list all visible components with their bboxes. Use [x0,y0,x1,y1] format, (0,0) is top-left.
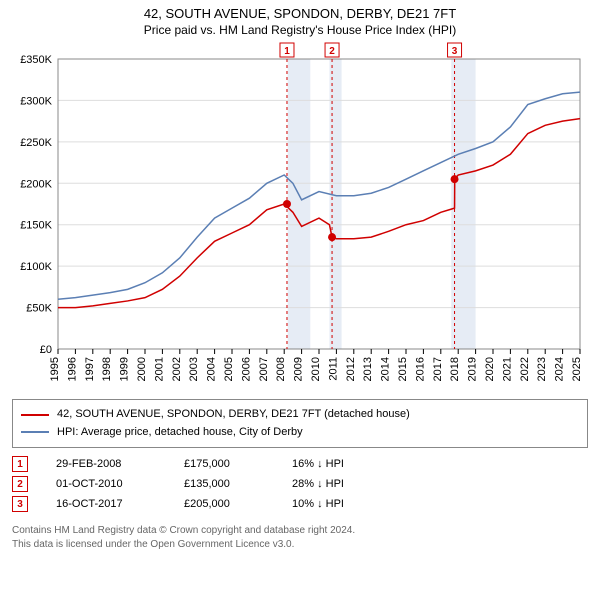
transaction-diff: 28% ↓ HPI [292,478,344,490]
svg-text:2007: 2007 [258,357,270,381]
svg-text:2010: 2010 [310,357,322,381]
svg-text:2017: 2017 [432,357,444,381]
legend-row-property: 42, SOUTH AVENUE, SPONDON, DERBY, DE21 7… [21,406,579,424]
svg-text:2019: 2019 [467,357,479,381]
svg-text:2001: 2001 [153,357,165,381]
svg-text:2004: 2004 [206,357,218,381]
footer-line1: Contains HM Land Registry data © Crown c… [12,524,588,538]
transaction-table: 1 29-FEB-2008 £175,000 16% ↓ HPI 2 01-OCT-201… [12,454,588,514]
svg-text:2008: 2008 [275,357,287,381]
legend-row-hpi: HPI: Average price, detached house, City… [21,424,579,442]
transaction-diff: 10% ↓ HPI [292,498,344,510]
svg-text:£250K: £250K [20,137,52,149]
transaction-price: £175,000 [184,458,264,470]
svg-text:£0: £0 [40,344,52,356]
svg-text:2020: 2020 [484,357,496,381]
transaction-date: 01-OCT-2010 [56,478,156,490]
title-address: 42, SOUTH AVENUE, SPONDON, DERBY, DE21 7… [0,6,600,21]
svg-text:£50K: £50K [26,303,52,315]
svg-text:1997: 1997 [84,357,96,381]
svg-text:£150K: £150K [20,220,52,232]
svg-text:2011: 2011 [327,357,339,381]
svg-text:1995: 1995 [49,357,61,381]
transaction-row: 1 29-FEB-2008 £175,000 16% ↓ HPI [12,454,588,474]
svg-text:2023: 2023 [536,357,548,381]
transaction-marker: 2 [12,476,28,492]
svg-text:2: 2 [329,46,335,57]
svg-text:2025: 2025 [571,357,583,381]
svg-text:2014: 2014 [380,357,392,381]
legend-swatch-property [21,414,49,416]
svg-text:1999: 1999 [119,357,131,381]
svg-text:2015: 2015 [397,357,409,381]
chart-svg: £0 £50K £100K £150K £200K £250K £300K £350K 1995… [10,41,590,391]
svg-text:3: 3 [452,46,458,57]
svg-text:2012: 2012 [345,357,357,381]
svg-text:£100K: £100K [20,261,52,273]
svg-text:2013: 2013 [362,357,374,381]
transaction-marker: 1 [12,456,28,472]
svg-text:2024: 2024 [554,357,566,381]
footer-block: Contains HM Land Registry data © Crown c… [12,524,588,552]
legend-swatch-hpi [21,431,49,433]
svg-text:2006: 2006 [240,357,252,381]
svg-text:2021: 2021 [501,357,513,381]
svg-text:2000: 2000 [136,357,148,381]
svg-text:1998: 1998 [101,357,113,381]
svg-text:£200K: £200K [20,178,52,190]
svg-text:2018: 2018 [449,357,461,381]
chart-container: 42, SOUTH AVENUE, SPONDON, DERBY, DE21 7… [0,0,600,552]
svg-text:£350K: £350K [20,54,52,66]
title-block: 42, SOUTH AVENUE, SPONDON, DERBY, DE21 7… [0,0,600,41]
svg-text:2002: 2002 [171,357,183,381]
svg-text:2009: 2009 [293,357,305,381]
legend-label-hpi: HPI: Average price, detached house, City… [57,424,303,442]
transaction-date: 16-OCT-2017 [56,498,156,510]
svg-text:£300K: £300K [20,95,52,107]
legend-label-property: 42, SOUTH AVENUE, SPONDON, DERBY, DE21 7… [57,406,410,424]
svg-text:2016: 2016 [414,357,426,381]
transaction-row: 2 01-OCT-2010 £135,000 28% ↓ HPI [12,474,588,494]
svg-text:1: 1 [284,46,290,57]
transaction-price: £205,000 [184,498,264,510]
svg-text:2005: 2005 [223,357,235,381]
legend-box: 42, SOUTH AVENUE, SPONDON, DERBY, DE21 7… [12,399,588,448]
chart-area: £0 £50K £100K £150K £200K £250K £300K £350K 1995… [10,41,590,391]
transaction-marker: 3 [12,496,28,512]
footer-line2: This data is licensed under the Open Gov… [12,538,588,552]
svg-text:2022: 2022 [519,357,531,381]
svg-text:1996: 1996 [66,357,78,381]
title-subtitle: Price paid vs. HM Land Registry's House … [0,23,600,37]
transaction-price: £135,000 [184,478,264,490]
transaction-row: 3 16-OCT-2017 £205,000 10% ↓ HPI [12,494,588,514]
transaction-diff: 16% ↓ HPI [292,458,344,470]
transaction-date: 29-FEB-2008 [56,458,156,470]
svg-text:2003: 2003 [188,357,200,381]
